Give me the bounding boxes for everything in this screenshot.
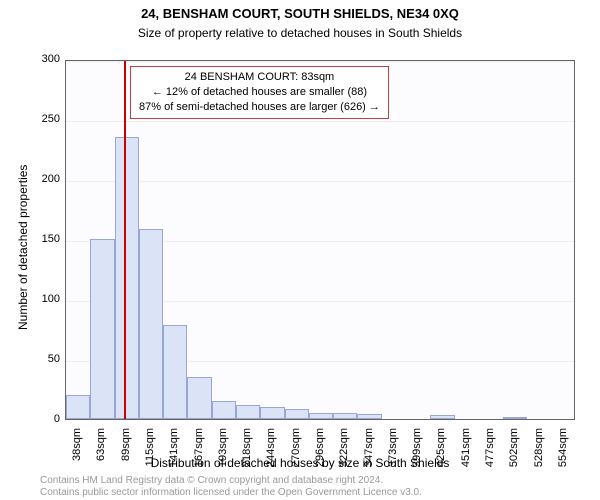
histogram-bar: [90, 239, 114, 419]
footnote-line2: Contains public sector information licen…: [40, 487, 422, 498]
chart-container: 24, BENSHAM COURT, SOUTH SHIELDS, NE34 0…: [0, 0, 600, 500]
y-tick: 100: [20, 293, 60, 305]
gridline: [66, 121, 574, 122]
histogram-bar: [260, 407, 284, 419]
histogram-bar: [66, 395, 90, 419]
histogram-bar: [187, 377, 211, 419]
histogram-bar: [115, 137, 139, 419]
plot-area: 24 BENSHAM COURT: 83sqm ← 12% of detache…: [65, 60, 575, 420]
legend-box: 24 BENSHAM COURT: 83sqm ← 12% of detache…: [130, 66, 389, 119]
y-tick: 250: [20, 113, 60, 125]
y-tick: 50: [20, 353, 60, 365]
legend-line2: ← 12% of detached houses are smaller (88…: [139, 85, 380, 100]
histogram-bar: [430, 415, 454, 419]
y-axis-label: Number of detached properties: [16, 165, 30, 330]
histogram-bar: [139, 229, 163, 419]
gridline: [66, 181, 574, 182]
footnote-line1: Contains HM Land Registry data © Crown c…: [40, 475, 383, 486]
y-tick: 150: [20, 233, 60, 245]
legend-line3: 87% of semi-detached houses are larger (…: [139, 100, 380, 115]
property-marker-line: [124, 61, 126, 419]
y-tick: 300: [20, 53, 60, 65]
x-axis-label: Distribution of detached houses by size …: [0, 456, 600, 470]
histogram-bar: [285, 409, 309, 419]
legend-line1: 24 BENSHAM COURT: 83sqm: [139, 70, 380, 85]
chart-subtitle: Size of property relative to detached ho…: [0, 26, 600, 40]
y-tick: 0: [20, 413, 60, 425]
histogram-bar: [163, 325, 187, 419]
histogram-bar: [212, 401, 236, 419]
histogram-bar: [333, 413, 357, 419]
histogram-bar: [236, 405, 260, 419]
gridline: [66, 61, 574, 62]
histogram-bar: [503, 417, 527, 419]
histogram-bar: [309, 413, 333, 419]
chart-title: 24, BENSHAM COURT, SOUTH SHIELDS, NE34 0…: [0, 6, 600, 21]
y-tick: 200: [20, 173, 60, 185]
histogram-bar: [357, 414, 381, 419]
